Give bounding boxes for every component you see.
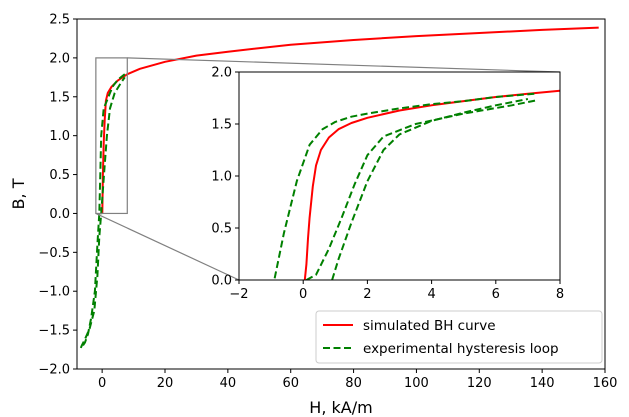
inset-y-tick-label: 2.0 xyxy=(211,66,232,81)
zoom-connector-bottom xyxy=(95,212,240,281)
zoom-connector-top xyxy=(127,57,561,73)
legend-label-simulated-bh-curve: simulated BH curve xyxy=(363,318,496,334)
inset-series-layer xyxy=(273,89,560,280)
main-x-tick-label: 100 xyxy=(404,376,429,391)
inset-x-tick-label: −2 xyxy=(229,287,248,302)
main-x-tick-label: 20 xyxy=(157,376,174,391)
y-axis-title: B, T xyxy=(9,178,28,209)
main-y-tick-label: 1.5 xyxy=(49,90,70,105)
main-y-tick-label: 0.0 xyxy=(49,207,70,222)
zoom-indicator xyxy=(95,57,561,281)
zoom-region-box xyxy=(95,57,128,215)
inset-y-tick-label: 1.5 xyxy=(211,118,232,133)
inset-background xyxy=(239,72,560,280)
main-series-layer xyxy=(79,26,599,349)
inset-y-tick-label: 0.5 xyxy=(211,222,232,237)
main-y-tick-label: −2.0 xyxy=(38,363,70,378)
main-axes-frame xyxy=(76,18,606,370)
main-y-tick-label: −1.5 xyxy=(38,324,70,339)
main-y-tick-label: 0.5 xyxy=(49,168,70,183)
main-y-tick-label: 1.0 xyxy=(49,129,70,144)
inset-x-tick-label: 4 xyxy=(427,287,435,302)
main-x-tick-label: 140 xyxy=(530,376,555,391)
main-y-tick-label: 2.0 xyxy=(49,51,70,66)
inset-x-tick-label: 0 xyxy=(299,287,307,302)
inset-y-tick-label: 1.0 xyxy=(211,170,232,185)
inset-series-experimental-branch-2 xyxy=(331,98,529,280)
inset-x-tick-label: 6 xyxy=(492,287,500,302)
legend: simulated BH curve experimental hysteres… xyxy=(315,310,603,364)
inset-series-experimental-branch-3 xyxy=(305,99,538,280)
main-y-tick-label: −1.0 xyxy=(38,285,70,300)
main-x-tick-label: 120 xyxy=(467,376,492,391)
main-x-tick-label: 160 xyxy=(593,376,618,391)
main-y-tick-label: −0.5 xyxy=(38,246,70,261)
main-series-experimental-hysteresis-loop xyxy=(79,73,126,349)
inset-series-simulated-branch-0 xyxy=(303,89,560,280)
inset-axes-frame xyxy=(238,71,561,281)
inset-series-experimental-branch-1 xyxy=(273,92,535,280)
main-x-ticks: 0 20 40 60 80 100 120 140 160 xyxy=(98,369,617,391)
main-series-simulated-bh-curve xyxy=(101,26,599,214)
main-y-tick-label: 2.5 xyxy=(49,13,70,28)
main-x-tick-label: 40 xyxy=(220,376,237,391)
main-y-ticks: −2.0 −1.5 −1.0 −0.5 0.0 0.5 1.0 1.5 2.0 2.5 xyxy=(38,13,77,378)
inset-x-tick-label: 8 xyxy=(556,287,564,302)
inset-x-ticks: −2 0 2 4 6 8 xyxy=(229,280,564,302)
inset-plot: 0.0 0.5 1.0 1.5 2.0 −2 0 2 4 6 8 xyxy=(211,66,564,303)
main-plot: −2.0−1.5−1.0−0.50.00.51.01.52.02.5 0 20 40… xyxy=(38,13,617,392)
x-axis-title: H, kA/m xyxy=(309,398,372,417)
inset-y-ticks: 0.0 0.5 1.0 1.5 2.0 xyxy=(211,66,239,289)
main-x-tick-label: 0 xyxy=(98,376,106,391)
inset-y-tick-label: 0.0 xyxy=(211,274,232,289)
legend-box xyxy=(315,310,603,364)
inset-x-tick-label: 2 xyxy=(363,287,371,302)
main-x-tick-label: 60 xyxy=(282,376,299,391)
main-x-tick-label: 80 xyxy=(345,376,362,391)
legend-label-experimental-hysteresis-loop: experimental hysteresis loop xyxy=(363,341,559,357)
